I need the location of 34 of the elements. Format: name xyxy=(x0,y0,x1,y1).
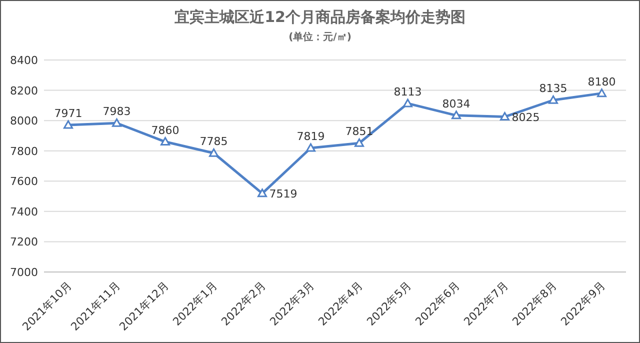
point xyxy=(306,143,316,152)
data-label: 7819 xyxy=(296,130,325,143)
point xyxy=(112,118,122,127)
point xyxy=(354,138,364,147)
y-tick-label: 7800 xyxy=(10,144,38,158)
point xyxy=(160,137,170,146)
point xyxy=(209,148,218,157)
y-tick-label: 8400 xyxy=(10,54,38,67)
data-label: 8034 xyxy=(442,97,470,110)
data-label: 8135 xyxy=(539,82,568,96)
y-tick-label: 7200 xyxy=(10,236,38,249)
point xyxy=(548,95,558,104)
point xyxy=(500,112,510,121)
data-label: 8180 xyxy=(588,75,616,88)
data-label: 7851 xyxy=(345,125,374,138)
data-label: 7983 xyxy=(102,105,131,118)
data-label: 8113 xyxy=(394,85,422,98)
point xyxy=(597,88,606,98)
data-label: 7860 xyxy=(151,124,180,137)
data-label: 8025 xyxy=(512,110,540,124)
data-label: 7519 xyxy=(269,187,298,200)
y-tick-label: 7000 xyxy=(10,266,38,279)
chart-title: 宜宾主城区近12个月商品房备案均价走势图 xyxy=(174,8,466,26)
y-tick-label: 8200 xyxy=(10,84,38,98)
point xyxy=(403,98,412,108)
point xyxy=(452,110,461,120)
chart-subtitle: (单位：元/㎡) xyxy=(288,31,352,43)
point xyxy=(64,120,73,129)
data-label: 7971 xyxy=(54,106,82,120)
data-label: 7785 xyxy=(200,135,228,148)
point xyxy=(258,188,267,198)
y-tick-label: 8000 xyxy=(10,114,38,128)
y-tick-label: 7400 xyxy=(10,205,38,218)
y-tick-label: 7600 xyxy=(10,175,38,188)
